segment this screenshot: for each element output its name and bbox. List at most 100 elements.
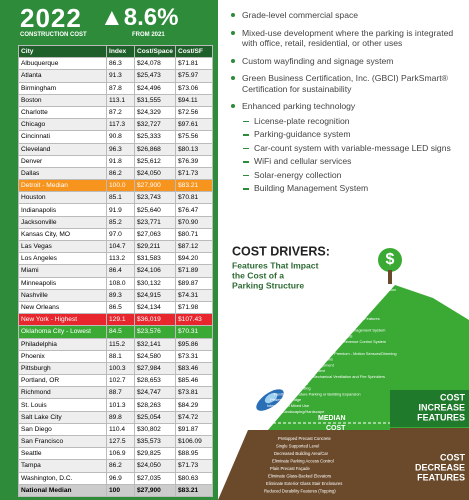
table-row: Richmond 88.7 $24,747 $73.81	[18, 386, 213, 400]
table-row: Atlanta 91.3 $25,473 $75.97	[18, 69, 213, 83]
increase-item: Flexibility for Future Parking or Buildi…	[274, 391, 361, 396]
cell: $27,984	[134, 361, 176, 376]
bullet: Custom wayfinding and signage system	[230, 56, 462, 67]
increase-item: Enhanced Technology	[313, 322, 351, 327]
cell: $25,612	[134, 154, 176, 168]
cell: $85.46	[175, 374, 213, 388]
cell: $75.56	[175, 130, 213, 144]
cell: $107.43	[175, 313, 213, 327]
increase-item: Unique Site Conditions	[293, 357, 333, 362]
table-row: Portland, OR 102.7 $28,653 $85.46	[18, 374, 213, 388]
cell: $25,640	[134, 203, 176, 217]
increase-label: COST	[440, 392, 466, 402]
cell: $29,825	[134, 447, 176, 461]
cell: Seattle	[18, 447, 107, 461]
cell: 108.0	[106, 276, 135, 290]
cell: Kansas City, MO	[18, 227, 107, 242]
decrease-item: Eliminate Parking Access Control	[272, 459, 334, 464]
increase-label: INCREASE	[418, 402, 465, 412]
sub-bullet: WiFi and cellular services	[242, 156, 462, 167]
table-row: Houston 85.1 $23,743 $70.81	[18, 191, 213, 205]
year: 2022	[20, 3, 82, 33]
bullet-text: Green Business Certification, Inc. (GBCI…	[242, 73, 448, 94]
cell: 117.3	[106, 118, 135, 132]
cost-drivers-subtitle: the Cost of a	[232, 270, 284, 280]
cell: $30,802	[134, 422, 176, 437]
table-row: Phoenix 88.1 $24,580 $73.31	[18, 349, 213, 363]
cell: $71.81	[175, 57, 213, 71]
cell: 96.9	[106, 471, 135, 485]
cell: 90.8	[106, 130, 135, 144]
table-row: Denver 91.8 $25,612 $76.39	[18, 154, 213, 168]
cell: $31,583	[134, 252, 176, 266]
cell: Phoenix	[18, 349, 107, 363]
cell: Washington, D.C.	[18, 471, 107, 485]
cell: $74.72	[175, 410, 213, 424]
cell: Oklahoma City - Lowest	[18, 325, 107, 339]
column-header: Cost/SF	[175, 44, 213, 59]
table-row: Indianapolis 91.9 $25,640 $76.47	[18, 203, 213, 217]
footer-cell: National Median	[18, 483, 107, 497]
table-row: Charlotte 87.2 $24,329 $72.56	[18, 105, 213, 120]
bullet-text: Custom wayfinding and signage system	[242, 55, 394, 66]
cell: $24,078	[134, 57, 176, 71]
cell: 85.1	[106, 191, 135, 205]
cell: $80.63	[175, 471, 213, 485]
cell: $89.87	[175, 276, 213, 290]
cell: Miami	[18, 264, 107, 278]
cell: $83.21	[175, 179, 213, 193]
cell: Tampa	[18, 459, 107, 473]
cell: Salt Lake City	[18, 410, 107, 424]
increase-item: Enhanced Access and Revenue Control Syst…	[303, 339, 386, 344]
cell: $24,747	[134, 386, 176, 400]
table-row: Kansas City, MO 97.0 $27,063 $80.71	[18, 227, 213, 242]
cell: 89.8	[106, 410, 135, 424]
cell: $31,555	[134, 93, 176, 107]
column-header: Cost/Space	[134, 44, 176, 59]
table-row: Los Angeles 113.2 $31,583 $94.20	[18, 252, 213, 266]
change: ▲8.6%	[100, 4, 179, 31]
decrease-box	[390, 428, 469, 500]
increase-item: Below-Grade Construction	[326, 299, 372, 304]
cell: Boston	[18, 93, 107, 107]
cell: $28,653	[134, 374, 176, 388]
table-row: Seattle 106.9 $29,825 $88.95	[18, 447, 213, 461]
cell: 101.3	[106, 398, 135, 412]
cell: $29,211	[134, 239, 176, 254]
cost-drivers-title: COST DRIVERS:	[232, 244, 330, 258]
decrease-item: Eliminate Glass-Backed Elevators	[268, 474, 331, 479]
decrease-label: FEATURES	[417, 472, 465, 482]
table-row: Nashville 89.3 $24,915 $74.31	[18, 288, 213, 302]
cell: $27,035	[134, 471, 176, 485]
table-row: Dallas 86.2 $24,050 $71.73	[18, 166, 213, 181]
cell: $71.98	[175, 300, 213, 315]
dollar-tree-icon: $	[378, 248, 402, 284]
sub-bullet: Solar-energy collection	[242, 170, 462, 181]
cell: 127.5	[106, 434, 135, 449]
cell: 87.2	[106, 105, 135, 120]
cell: 88.7	[106, 386, 135, 400]
cell: $71.89	[175, 264, 213, 278]
cell: 88.1	[106, 349, 135, 363]
decrease-item: Eliminate Exterior Glass Stair Enclosure…	[266, 481, 342, 486]
increase-item: Forestry Management	[287, 368, 326, 373]
table-row: Boston 113.1 $31,555 $94.11	[18, 93, 213, 107]
svg-text:$: $	[386, 251, 395, 268]
bullet-list: Grade-level commercial space Mixed-use de…	[230, 10, 462, 201]
cell: $23,771	[134, 215, 176, 229]
bullet: Grade-level commercial space	[230, 10, 462, 21]
cell: Charlotte	[18, 105, 107, 120]
cell: 86.5	[106, 300, 135, 315]
cell: 100.3	[106, 361, 135, 376]
cell: 87.8	[106, 81, 135, 95]
cell: $88.95	[175, 447, 213, 461]
cell: $25,333	[134, 130, 176, 144]
table-row: Miami 86.4 $24,106 $71.89	[18, 264, 213, 278]
increase-item: Sophisticated Parking Management System	[310, 328, 385, 333]
cell: Indianapolis	[18, 203, 107, 217]
cell: $76.47	[175, 203, 213, 217]
cell: $24,915	[134, 288, 176, 302]
car-icon	[256, 389, 284, 411]
cell: $87.12	[175, 239, 213, 254]
cell: $94.11	[175, 93, 213, 107]
